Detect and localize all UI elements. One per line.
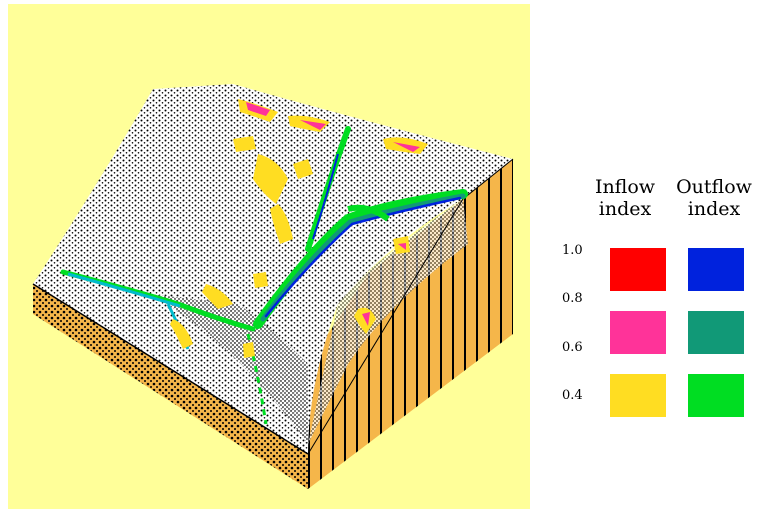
- outflow-swatch-0-6: [688, 311, 744, 354]
- legend-tick-label: 0.4: [562, 388, 583, 403]
- outflow-swatch-0-4: [688, 374, 744, 417]
- legend-tick-label: 0.6: [562, 340, 583, 355]
- outflow-header-line1: Outflow: [676, 176, 752, 198]
- inflow-header-line1: Inflow: [594, 176, 656, 198]
- terrain-figure-panel: [8, 4, 530, 509]
- terrain-surface-plot: [32, 84, 514, 489]
- outflow-header-line2: index: [687, 198, 741, 220]
- inflow-swatch-0-4: [610, 374, 666, 417]
- legend-tick-label: 0.8: [562, 291, 583, 306]
- terrain-side-wall-front: [33, 284, 308, 489]
- inflow-header-line2: index: [598, 198, 652, 220]
- terrain-top-surface: [33, 84, 513, 454]
- inflow-swatch-1-0: [610, 248, 666, 291]
- inflow-index-header: Inflow index: [588, 176, 662, 220]
- inflow-patches: [170, 99, 428, 358]
- outflow-swatch-1-0: [688, 248, 744, 291]
- outflow-index-header: Outflow index: [668, 176, 760, 220]
- inflow-swatch-0-6: [610, 311, 666, 354]
- legend-tick-label: 1.0: [562, 243, 583, 258]
